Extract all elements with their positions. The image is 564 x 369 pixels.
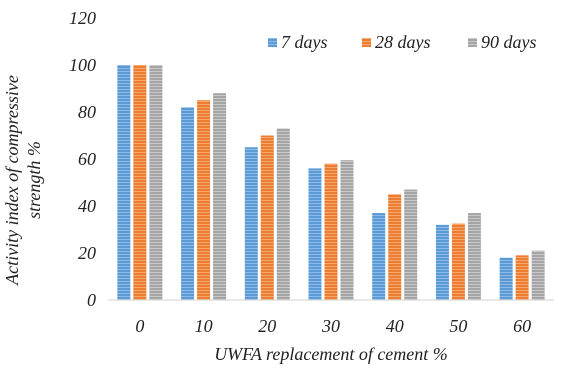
x-tick-label: 20 bbox=[258, 316, 276, 336]
y-tick-labels: 0 20 40 60 80 100 120 bbox=[69, 8, 96, 310]
legend-swatch-90-days bbox=[468, 38, 477, 47]
bar-90-days-40 bbox=[404, 189, 418, 300]
bar-90-days-0 bbox=[149, 65, 163, 300]
y-axis-title-line-2: strength % bbox=[24, 141, 44, 219]
bar-90-days-30 bbox=[340, 160, 354, 300]
y-tick-label: 80 bbox=[78, 102, 96, 122]
legend-label-28-days: 28 days bbox=[375, 32, 431, 52]
legend-swatch-28-days bbox=[362, 38, 371, 47]
legend-label-7-days: 7 days bbox=[281, 32, 328, 52]
x-tick-label: 10 bbox=[195, 316, 213, 336]
x-tick-label: 50 bbox=[449, 316, 467, 336]
x-tick-labels: 0 10 20 30 40 50 60 bbox=[135, 316, 531, 336]
x-tick-label: 60 bbox=[513, 316, 531, 336]
bar-28-days-50 bbox=[451, 223, 465, 300]
bar-90-days-60 bbox=[531, 250, 545, 300]
y-tick-label: 100 bbox=[69, 55, 96, 75]
bar-90-days-20 bbox=[276, 128, 290, 300]
x-tick-label: 40 bbox=[386, 316, 404, 336]
bar-7-days-0 bbox=[117, 65, 131, 300]
bar-28-days-20 bbox=[260, 135, 274, 300]
x-axis-title: UWFA replacement of cement % bbox=[214, 344, 448, 364]
y-tick-label: 40 bbox=[78, 196, 96, 216]
y-axis-title-line-1: Activity index of compressive bbox=[2, 75, 22, 286]
bar-28-days-60 bbox=[515, 255, 529, 300]
bar-7-days-50 bbox=[435, 224, 449, 300]
bar-90-days-10 bbox=[213, 93, 227, 300]
x-tick-label: 30 bbox=[321, 316, 340, 336]
y-tick-label: 60 bbox=[78, 149, 96, 169]
bar-7-days-60 bbox=[499, 257, 513, 300]
bar-7-days-40 bbox=[372, 213, 386, 300]
bar-7-days-10 bbox=[181, 107, 195, 300]
x-tick-label: 0 bbox=[135, 316, 144, 336]
bar-28-days-0 bbox=[133, 65, 147, 300]
y-tick-label: 120 bbox=[69, 8, 96, 28]
bar-7-days-30 bbox=[308, 168, 322, 300]
bar-90-days-50 bbox=[467, 213, 481, 300]
bar-7-days-20 bbox=[244, 147, 258, 300]
bar-28-days-30 bbox=[324, 163, 338, 300]
legend: 7 days 28 days 90 days bbox=[268, 32, 537, 52]
bar-28-days-10 bbox=[197, 100, 211, 300]
bars bbox=[117, 65, 545, 300]
bar-28-days-40 bbox=[388, 194, 402, 300]
legend-swatch-7-days bbox=[268, 38, 277, 47]
y-tick-label: 0 bbox=[87, 290, 96, 310]
legend-label-90-days: 90 days bbox=[481, 32, 537, 52]
y-tick-label: 20 bbox=[78, 243, 96, 263]
